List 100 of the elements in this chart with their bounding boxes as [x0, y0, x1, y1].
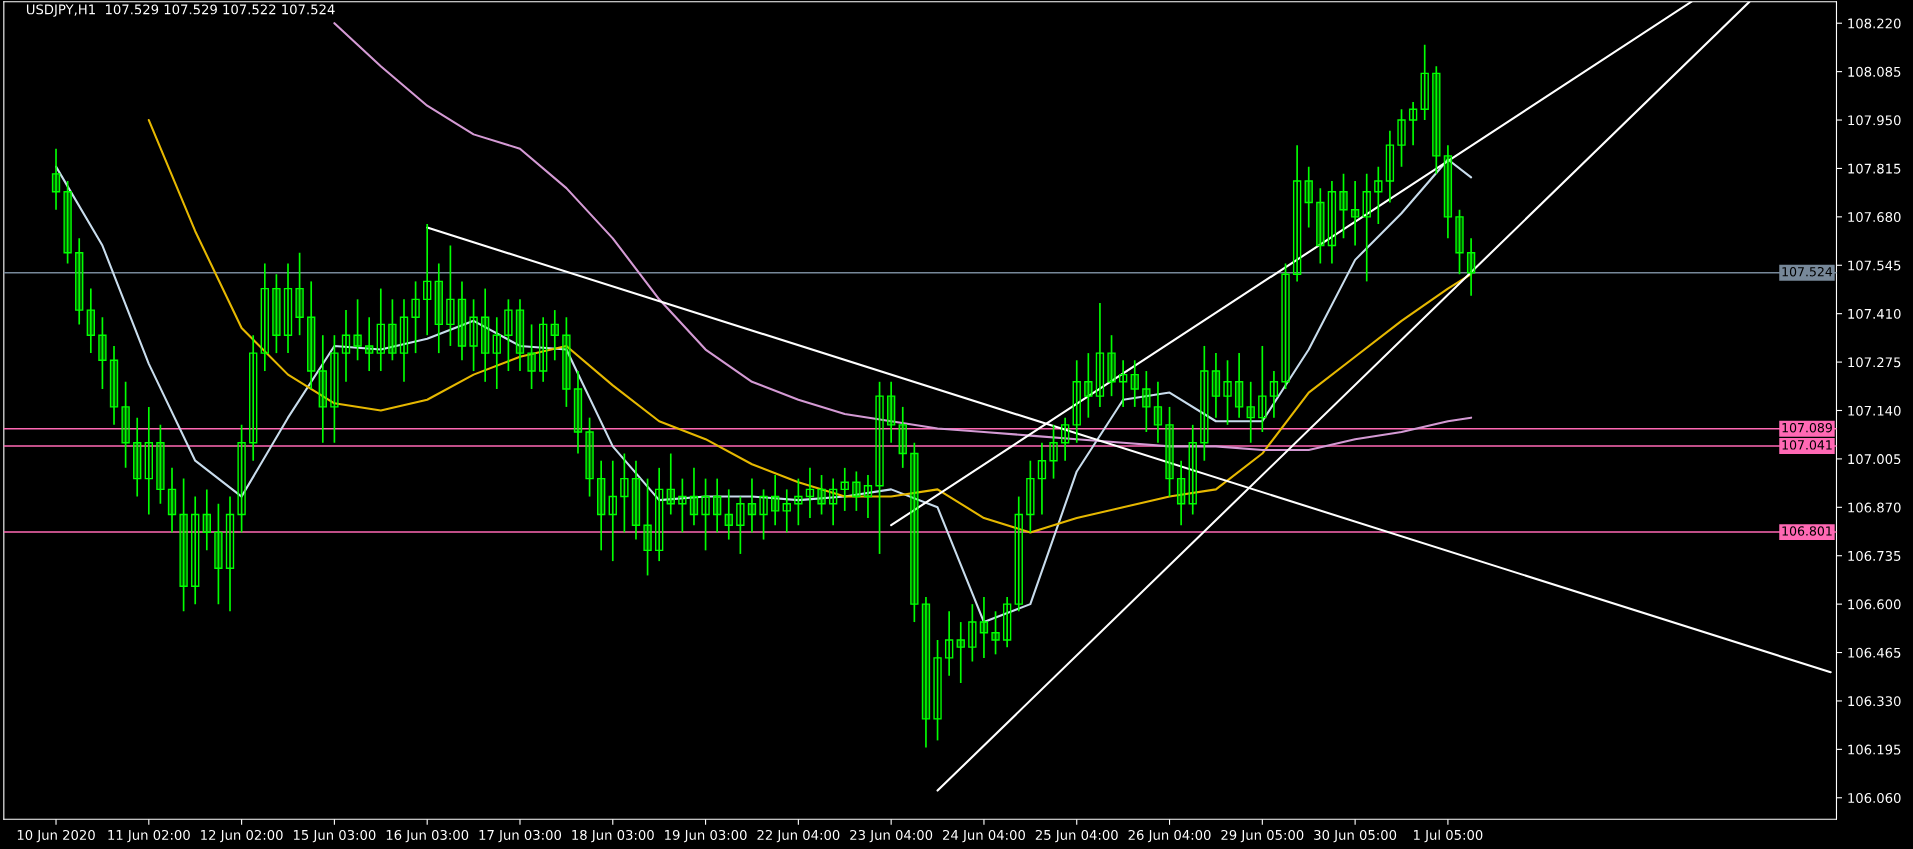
y-tick-label: 106.465 [1848, 647, 1901, 658]
candlestick [678, 477, 687, 534]
line-series [333, 22, 1473, 451]
candlestick [191, 495, 200, 605]
candlestick [330, 334, 339, 444]
x-tick-label: 26 Jun 04:00 [1128, 829, 1211, 843]
candlestick [1118, 359, 1128, 408]
candlestick [1408, 101, 1418, 146]
candlestick [1443, 144, 1453, 240]
candlestick [109, 345, 119, 426]
candlestick [863, 474, 873, 519]
candlestick [956, 621, 965, 684]
candlestick [782, 488, 791, 534]
candlestick [434, 262, 443, 354]
candlestick [573, 370, 583, 455]
candlestick [515, 298, 525, 372]
candlestick [283, 262, 293, 354]
candlestick [712, 477, 722, 534]
candlestick [875, 380, 884, 555]
candlestick [156, 424, 165, 505]
y-tick-label: 107.680 [1848, 212, 1901, 223]
chart-title: USDJPY,H1 107.529 107.529 107.522 107.524 [26, 4, 335, 17]
x-tick-label: 25 Jun 04:00 [1035, 829, 1118, 843]
candlestick [1072, 359, 1081, 444]
candlestick [1432, 65, 1441, 175]
candlestick [608, 459, 617, 562]
candlestick [1049, 424, 1058, 480]
candlestick [318, 334, 327, 444]
candlestick [1281, 262, 1290, 390]
candlestick [1153, 380, 1163, 444]
candlestick [1176, 459, 1186, 527]
candlestick [1327, 180, 1337, 265]
candlestick [1002, 596, 1012, 648]
candlestick [179, 477, 188, 613]
y-tick-label: 107.410 [1848, 308, 1901, 319]
candlestick [1385, 129, 1395, 204]
x-tick-label: 24 Jun 04:00 [943, 829, 1025, 843]
candlestick [423, 223, 432, 337]
candlestick [944, 610, 954, 677]
candlestick [202, 488, 211, 552]
candlestick [133, 416, 142, 498]
candlestick [979, 596, 989, 659]
candlestick [1107, 334, 1116, 397]
x-tick-label: 1 Jul 05:00 [1414, 829, 1483, 843]
y-tick-label: 107.275 [1848, 357, 1901, 368]
candlestick [1014, 495, 1023, 613]
candlestick [1026, 459, 1035, 534]
candlestick [51, 147, 61, 211]
candlestick [63, 180, 72, 265]
x-tick-label: 19 Jun 03:00 [665, 829, 747, 843]
ref-line-label: 106.801 [1782, 526, 1832, 536]
candlestick [341, 309, 351, 383]
candlestick [399, 298, 409, 383]
candlestick [770, 474, 780, 527]
candlestick [1060, 416, 1070, 462]
ref-line-label: 107.089 [1782, 422, 1832, 433]
candlestick [689, 467, 699, 527]
x-tick-label: 11 Jun 02:00 [108, 829, 190, 843]
candlestick [886, 380, 896, 444]
candlestick [214, 502, 223, 605]
candlestick [852, 470, 861, 512]
y-tick-label: 107.140 [1848, 405, 1901, 416]
candlestick [237, 424, 246, 534]
candlestick [272, 273, 281, 354]
candlestick [492, 316, 501, 390]
y-tick-label: 107.005 [1848, 454, 1901, 465]
candlestick [817, 474, 826, 516]
candlestick [631, 459, 641, 541]
candlestick [643, 477, 652, 577]
candlestick [968, 603, 977, 663]
candlestick [1304, 165, 1313, 229]
y-tick-label: 108.085 [1848, 66, 1901, 77]
y-tick-label: 108.220 [1848, 18, 1901, 29]
candlestick [1350, 180, 1360, 247]
candlestick [1188, 424, 1197, 516]
candlestick [805, 467, 815, 519]
candlestick [1223, 359, 1232, 426]
candlestick [1246, 380, 1255, 444]
y-tick-label: 106.060 [1848, 792, 1901, 803]
candlestick [1339, 172, 1348, 240]
candlestick [597, 459, 606, 552]
ref-line-label: 107.524 [1782, 266, 1833, 277]
candlestick [898, 406, 907, 469]
candlestick [527, 323, 536, 390]
candlestick [1374, 165, 1383, 225]
candlestick [1211, 352, 1221, 419]
x-tick-label: 16 Jun 03:00 [386, 829, 469, 843]
candlestick [388, 298, 397, 362]
candlestick [539, 316, 548, 383]
x-tick-label: 18 Jun 03:00 [572, 829, 654, 843]
candlestick [86, 287, 95, 354]
candlestick [1292, 144, 1302, 283]
candlestick [1234, 352, 1244, 419]
candlestick [1037, 441, 1047, 516]
candlestick [353, 298, 362, 362]
candlestick [1258, 345, 1267, 433]
candlestick [1269, 370, 1279, 419]
candlestick [840, 467, 849, 512]
candlestick [98, 316, 107, 390]
candlestick [747, 477, 757, 534]
